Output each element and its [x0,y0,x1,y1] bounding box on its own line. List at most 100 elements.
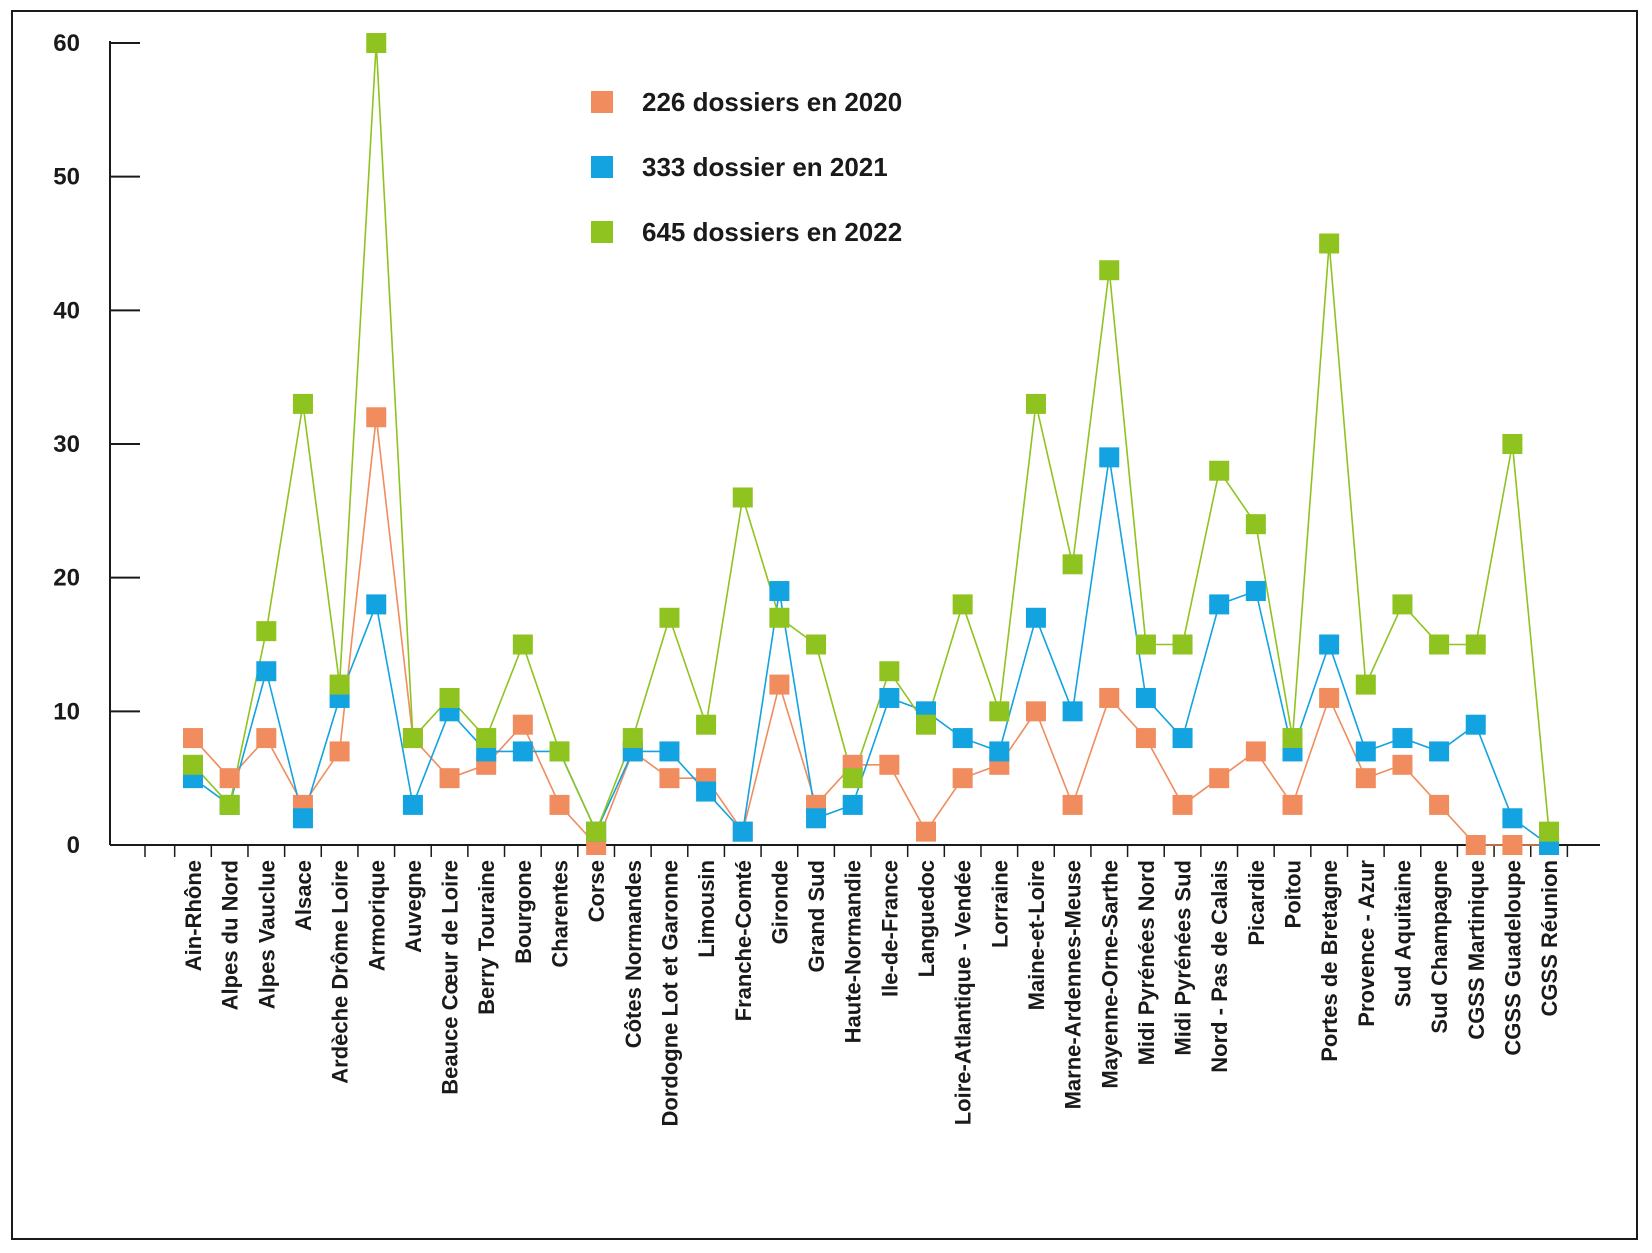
data-point-0 [1135,728,1156,749]
data-point-2 [256,621,277,642]
data-point-1 [366,594,387,615]
y-tick-label: 60 [53,30,80,57]
data-point-1 [659,741,680,762]
x-tick-label: Alpes du Nord [218,860,243,1010]
data-point-1 [292,808,313,829]
x-tick-label: Auvegne [401,860,426,953]
data-point-2 [1502,434,1523,454]
data-point-0 [1282,794,1303,815]
data-point-2 [989,701,1010,722]
y-tick-label: 10 [53,698,80,725]
data-point-1 [1355,741,1376,762]
data-point-0 [952,768,973,789]
data-point-2 [219,794,240,815]
x-tick-label: Nord - Pas de Calais [1207,860,1232,1073]
data-point-2 [769,607,790,628]
data-point-0 [1392,754,1413,775]
data-point-0 [1319,687,1340,708]
x-tick-label: Midi Pyrénées Sud [1171,860,1196,1056]
y-tick-label: 20 [53,565,80,592]
category-labels: Ain-Rhône Alpes du Nord Alpes Vauclue Alsac… [181,860,1562,1127]
data-point-1 [842,794,863,815]
data-point-0 [1245,741,1266,762]
data-point-0 [1429,794,1450,815]
data-point-2 [1135,634,1156,655]
x-tick-label: Armorique [364,860,389,971]
data-point-2 [586,821,607,842]
data-point-1 [1025,607,1046,628]
data-point-2 [659,607,680,628]
legend-swatch [591,91,613,113]
legend-label: 333 dossier en 2021 [642,152,888,182]
data-point-1 [1172,728,1193,749]
data-point-2 [1099,260,1120,281]
x-tick-label: Marne-Ardennes-Meuse [1061,860,1086,1109]
data-point-1 [952,728,973,749]
data-point-2 [1025,393,1046,414]
data-point-1 [1245,581,1266,602]
data-point-0 [366,407,387,428]
x-tick-label: Ardèche Drôme Loire [328,860,353,1084]
data-point-2 [622,728,643,749]
x-tick-label: CGSS Martinique [1464,860,1489,1040]
x-tick-label: Sud Champagne [1427,860,1452,1034]
data-point-0 [1099,687,1120,708]
x-tick-label: Picardie [1244,860,1269,946]
legend-swatch [591,156,613,178]
data-point-2 [329,674,350,695]
y-tick-label: 0 [67,832,80,859]
data-point-1 [806,808,827,829]
x-tick-label: Lorraine [987,860,1012,948]
data-point-0 [512,714,533,735]
x-tick-label: Gironde [767,860,792,944]
data-point-2 [879,661,900,682]
data-point-2 [402,728,423,749]
data-point-0 [659,768,680,789]
data-point-0 [1502,835,1523,855]
x-tick-label: Côtes Normandes [621,860,646,1048]
data-point-1 [256,661,277,682]
data-point-2 [1465,634,1486,655]
x-tick-label: Haute-Normandie [841,860,866,1043]
legend-label: 226 dossiers en 2020 [642,87,902,117]
data-point-0 [916,821,936,842]
data-point-1 [1135,687,1156,708]
data-point-2 [1282,728,1303,749]
data-point-2 [292,393,313,414]
series-line-1 [192,457,1550,846]
legend-swatch [591,221,613,243]
x-tick-label: Portes de Bretagne [1317,860,1342,1062]
x-tick-label: Alsace [291,860,316,931]
data-point-0 [1355,768,1376,789]
data-point-1 [879,687,900,708]
data-point-0 [1025,701,1046,722]
data-point-0 [1172,794,1193,815]
data-point-2 [549,741,570,762]
data-point-2 [366,33,387,53]
data-point-0 [769,674,790,695]
data-point-1 [696,781,717,802]
x-tick-label: CGSS Réunion [1537,860,1562,1016]
data-point-1 [1099,447,1120,468]
data-point-2 [1209,460,1230,481]
x-tick-label: Sud Aquitaine [1390,860,1415,1007]
x-tick-label: Limousin [694,860,719,958]
axes: 0 10 20 30 40 50 60 [53,30,1600,859]
x-tick-label: Provence - Azur [1354,860,1379,1027]
data-point-2 [916,714,936,735]
data-point-2 [806,634,827,655]
data-point-1 [1502,808,1523,829]
x-tick-label: Beauce Cœur de Loire [438,860,463,1095]
x-tick-label: Loire-Atlantique - Vendée [951,860,976,1125]
series-markers [183,33,1560,855]
x-tick-label: Ile-de-France [877,860,902,997]
data-point-1 [1209,594,1230,615]
data-point-1 [732,821,753,842]
data-point-1 [402,794,423,815]
data-point-0 [1465,835,1486,855]
x-tick-label: Franche-Comté [731,860,756,1021]
data-point-0 [549,794,570,815]
data-point-2 [1172,634,1193,655]
data-point-1 [989,741,1010,762]
